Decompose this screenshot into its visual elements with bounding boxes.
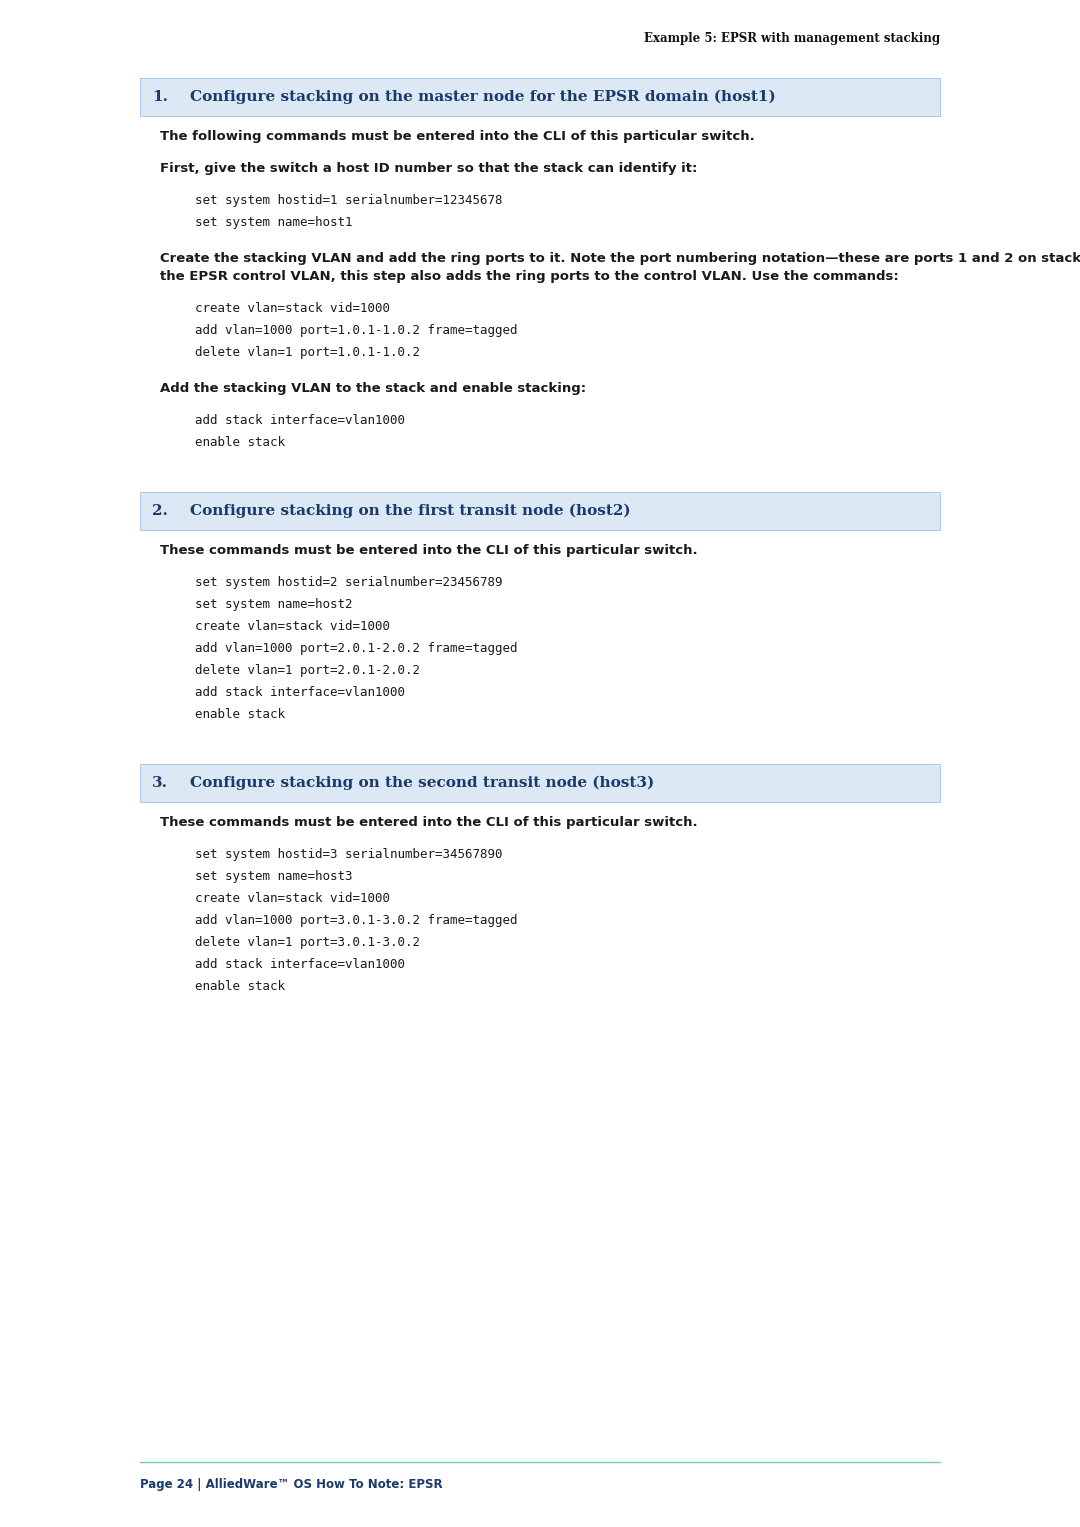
Text: create vlan=stack vid=1000: create vlan=stack vid=1000 bbox=[195, 302, 390, 315]
Text: the EPSR control VLAN, this step also adds the ring ports to the control VLAN. U: the EPSR control VLAN, this step also ad… bbox=[160, 270, 899, 282]
Text: create vlan=stack vid=1000: create vlan=stack vid=1000 bbox=[195, 892, 390, 906]
Text: add stack interface=vlan1000: add stack interface=vlan1000 bbox=[195, 414, 405, 428]
Text: 2.: 2. bbox=[152, 504, 167, 518]
Text: set system name=host1: set system name=host1 bbox=[195, 215, 352, 229]
Text: set system hostid=1 serialnumber=12345678: set system hostid=1 serialnumber=1234567… bbox=[195, 194, 502, 208]
Text: delete vlan=1 port=3.0.1-3.0.2: delete vlan=1 port=3.0.1-3.0.2 bbox=[195, 936, 420, 948]
Text: set system name=host3: set system name=host3 bbox=[195, 870, 352, 883]
Text: delete vlan=1 port=2.0.1-2.0.2: delete vlan=1 port=2.0.1-2.0.2 bbox=[195, 664, 420, 676]
Text: enable stack: enable stack bbox=[195, 709, 285, 721]
Text: Page 24 | AlliedWare™ OS How To Note: EPSR: Page 24 | AlliedWare™ OS How To Note: EP… bbox=[140, 1478, 443, 1490]
Text: add vlan=1000 port=3.0.1-3.0.2 frame=tagged: add vlan=1000 port=3.0.1-3.0.2 frame=tag… bbox=[195, 915, 517, 927]
Text: 3.: 3. bbox=[152, 776, 168, 789]
Text: Add the stacking VLAN to the stack and enable stacking:: Add the stacking VLAN to the stack and e… bbox=[160, 382, 586, 395]
Text: Configure stacking on the second transit node (host3): Configure stacking on the second transit… bbox=[190, 776, 654, 789]
Text: Example 5: EPSR with management stacking: Example 5: EPSR with management stacking bbox=[644, 32, 940, 44]
Text: set system hostid=2 serialnumber=23456789: set system hostid=2 serialnumber=2345678… bbox=[195, 576, 502, 589]
Text: These commands must be entered into the CLI of this particular switch.: These commands must be entered into the … bbox=[160, 815, 698, 829]
Text: create vlan=stack vid=1000: create vlan=stack vid=1000 bbox=[195, 620, 390, 634]
Text: set system name=host2: set system name=host2 bbox=[195, 599, 352, 611]
Text: add vlan=1000 port=1.0.1-1.0.2 frame=tagged: add vlan=1000 port=1.0.1-1.0.2 frame=tag… bbox=[195, 324, 517, 337]
Text: First, give the switch a host ID number so that the stack can identify it:: First, give the switch a host ID number … bbox=[160, 162, 698, 176]
Text: enable stack: enable stack bbox=[195, 980, 285, 993]
Text: add stack interface=vlan1000: add stack interface=vlan1000 bbox=[195, 957, 405, 971]
Text: enable stack: enable stack bbox=[195, 437, 285, 449]
Text: The following commands must be entered into the CLI of this particular switch.: The following commands must be entered i… bbox=[160, 130, 755, 144]
Text: 1.: 1. bbox=[152, 90, 168, 104]
Text: Create the stacking VLAN and add the ring ports to it. Note the port numbering n: Create the stacking VLAN and add the rin… bbox=[160, 252, 1080, 266]
Text: set system hostid=3 serialnumber=34567890: set system hostid=3 serialnumber=3456789… bbox=[195, 847, 502, 861]
Text: Configure stacking on the first transit node (host2): Configure stacking on the first transit … bbox=[190, 504, 631, 518]
Text: add vlan=1000 port=2.0.1-2.0.2 frame=tagged: add vlan=1000 port=2.0.1-2.0.2 frame=tag… bbox=[195, 641, 517, 655]
Text: delete vlan=1 port=1.0.1-1.0.2: delete vlan=1 port=1.0.1-1.0.2 bbox=[195, 347, 420, 359]
Text: add stack interface=vlan1000: add stack interface=vlan1000 bbox=[195, 686, 405, 699]
Text: These commands must be entered into the CLI of this particular switch.: These commands must be entered into the … bbox=[160, 544, 698, 557]
Text: Configure stacking on the master node for the EPSR domain (host1): Configure stacking on the master node fo… bbox=[190, 90, 775, 104]
